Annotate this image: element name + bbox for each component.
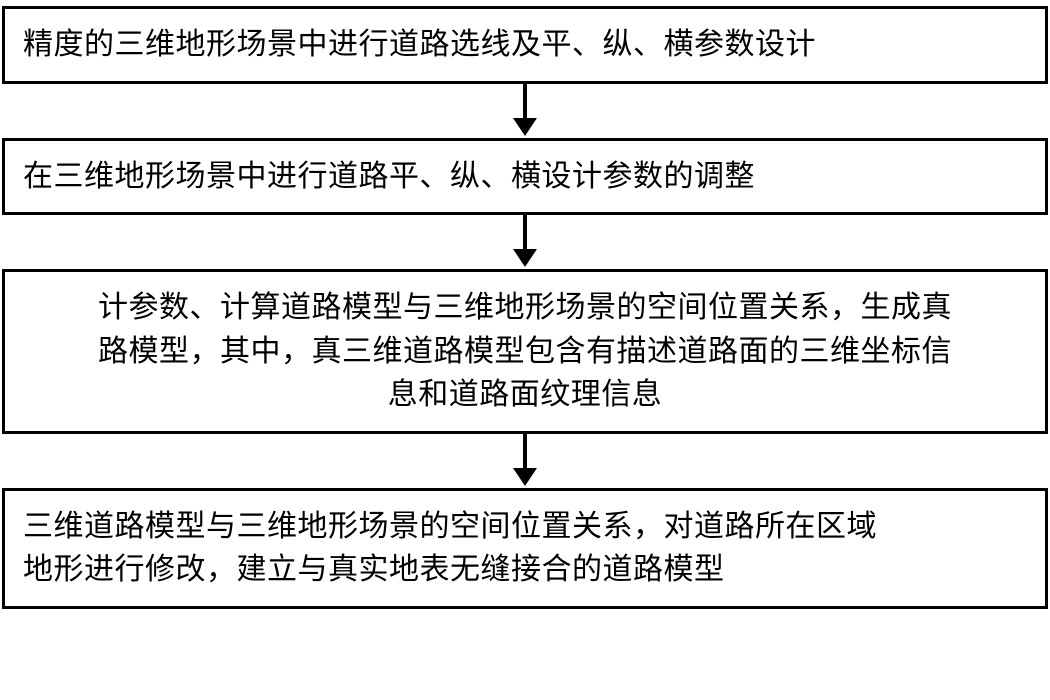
- node-text: 息和道路面纹理信息: [23, 373, 1027, 417]
- arrow-shaft: [523, 84, 527, 118]
- node-text: 地形进行修改，建立与真实地表无缝接合的道路模型: [23, 548, 1027, 592]
- flow-node-3: 计参数、计算道路模型与三维地形场景的空间位置关系，生成真 路模型，其中，真三维道…: [2, 269, 1048, 434]
- flow-node-2: 在三维地形场景中进行道路平、纵、横设计参数的调整: [2, 138, 1048, 216]
- arrow-1-2: [513, 84, 537, 138]
- node-text: 在三维地形场景中进行道路平、纵、横设计参数的调整: [23, 155, 1027, 199]
- node-text: 路模型，其中，真三维道路模型包含有描述道路面的三维坐标信: [23, 330, 1027, 374]
- arrow-head-icon: [513, 118, 537, 136]
- node-text: 精度的三维地形场景中进行道路选线及平、纵、横参数设计: [23, 23, 1027, 67]
- node-text: 三维道路模型与三维地形场景的空间位置关系，对道路所在区域: [23, 505, 1027, 549]
- arrow-shaft: [523, 215, 527, 249]
- arrow-shaft: [523, 434, 527, 468]
- flowchart-container: 精度的三维地形场景中进行道路选线及平、纵、横参数设计 在三维地形场景中进行道路平…: [0, 0, 1050, 609]
- node-text: 计参数、计算道路模型与三维地形场景的空间位置关系，生成真: [23, 286, 1027, 330]
- flow-node-1: 精度的三维地形场景中进行道路选线及平、纵、横参数设计: [2, 6, 1048, 84]
- arrow-2-3: [513, 215, 537, 269]
- flow-node-4: 三维道路模型与三维地形场景的空间位置关系，对道路所在区域 地形进行修改，建立与真…: [2, 488, 1048, 609]
- arrow-head-icon: [513, 249, 537, 267]
- arrow-head-icon: [513, 468, 537, 486]
- arrow-3-4: [513, 434, 537, 488]
